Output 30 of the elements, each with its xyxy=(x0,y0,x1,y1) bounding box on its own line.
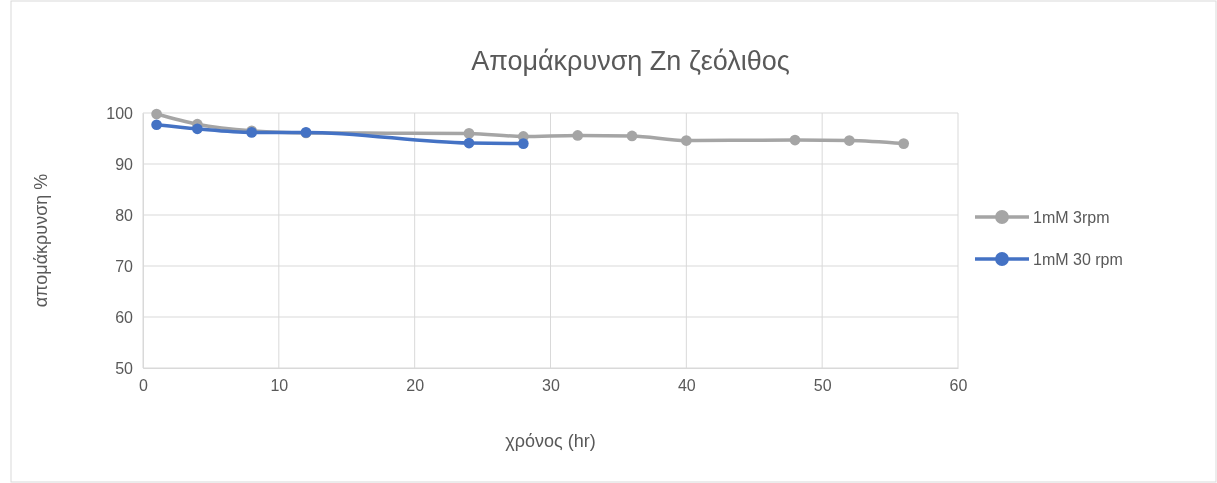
x-tick-label: 40 xyxy=(677,377,696,395)
point xyxy=(843,135,855,146)
y-axis-title: απομάκρυνση % xyxy=(31,173,51,308)
x-tick-label: 60 xyxy=(949,377,968,395)
point xyxy=(517,138,529,149)
x-tick-label: 20 xyxy=(406,377,425,395)
legend-label: 1mM 30 rpm xyxy=(1033,251,1123,268)
y-tick-label: 60 xyxy=(115,308,134,326)
point xyxy=(191,123,203,135)
point xyxy=(789,134,801,146)
x-tick-label: 50 xyxy=(813,377,832,395)
x-tick-label: 0 xyxy=(139,377,149,395)
y-tick-label: 80 xyxy=(115,206,134,224)
chart-title: Απομάκρυνση Zn ζεόλιθος xyxy=(471,46,790,76)
legend-label: 1mM 3rpm xyxy=(1033,209,1110,226)
point xyxy=(572,130,584,141)
x-axis-title: χρόνος (hr) xyxy=(505,431,596,451)
point xyxy=(151,119,162,131)
x-tick-label: 30 xyxy=(542,377,560,395)
point xyxy=(463,128,475,139)
point xyxy=(151,108,162,120)
y-tick-label: 100 xyxy=(106,104,134,122)
point xyxy=(626,130,638,142)
y-tick-label: 50 xyxy=(115,359,134,377)
x-tick-label: 10 xyxy=(270,377,289,395)
point xyxy=(463,137,475,149)
y-tick-label: 90 xyxy=(115,155,134,173)
point xyxy=(680,135,692,146)
point xyxy=(898,138,910,149)
y-tick-label: 70 xyxy=(115,257,134,275)
